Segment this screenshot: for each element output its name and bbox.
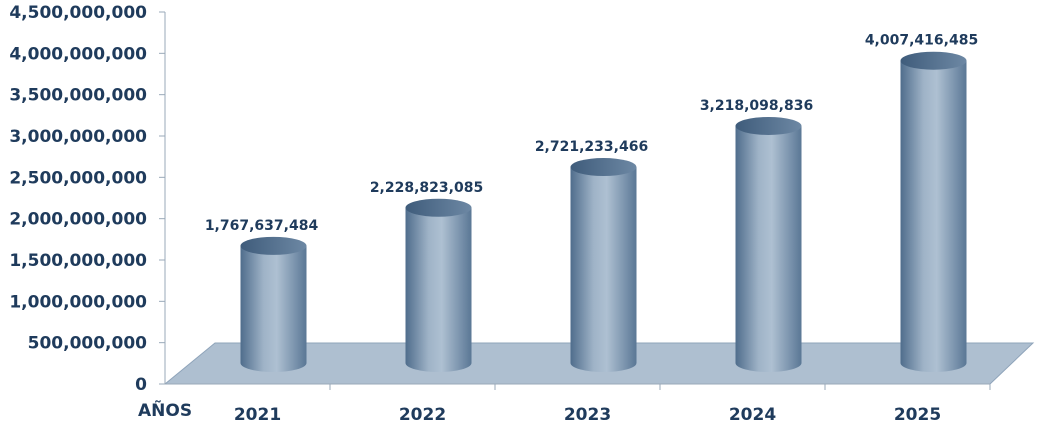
x-tick-label: 2024: [729, 405, 776, 425]
y-tick-label: 3,500,000,000: [9, 86, 147, 106]
y-tick-label: 2,000,000,000: [9, 210, 147, 230]
bar-value-label: 4,007,416,485: [865, 33, 978, 49]
bar-2023: [571, 158, 637, 372]
y-tick-label: 2,500,000,000: [9, 168, 147, 188]
x-tick-label: 2022: [399, 405, 446, 425]
y-tick-label: 0: [135, 375, 147, 395]
bar-top: [736, 117, 802, 135]
y-tick-label: 3,000,000,000: [9, 127, 147, 147]
x-tick-label: 2023: [564, 405, 611, 425]
bar-value-label: 2,228,823,085: [370, 180, 483, 196]
bar-value-label: 1,767,637,484: [205, 218, 319, 234]
y-tick-label: 4,500,000,000: [9, 3, 147, 23]
y-tick-label: 500,000,000: [28, 334, 148, 354]
bar-top: [406, 199, 472, 217]
x-tick-label: 2021: [234, 405, 281, 425]
bar-value-label: 3,218,098,836: [700, 98, 813, 114]
bar-2024: [736, 117, 802, 372]
bar-value-label: 2,721,233,466: [535, 139, 648, 155]
bar-body: [736, 126, 802, 372]
bar-body: [901, 61, 967, 372]
bar-body: [406, 208, 472, 372]
y-tick-label: 4,000,000,000: [9, 44, 147, 64]
bar-top: [571, 158, 637, 176]
bar-body: [241, 246, 307, 372]
y-tick-label: 1,500,000,000: [9, 251, 147, 271]
bar-top: [241, 237, 307, 255]
y-tick-label: 1,000,000,000: [9, 292, 147, 312]
x-axis-title: AÑOS: [138, 398, 192, 421]
bar-2025: [901, 52, 967, 372]
bar-body: [571, 167, 637, 372]
x-tick-label: 2025: [894, 405, 941, 425]
bar-top: [901, 52, 967, 70]
bar-2021: [241, 237, 307, 372]
bar-2022: [406, 199, 472, 372]
